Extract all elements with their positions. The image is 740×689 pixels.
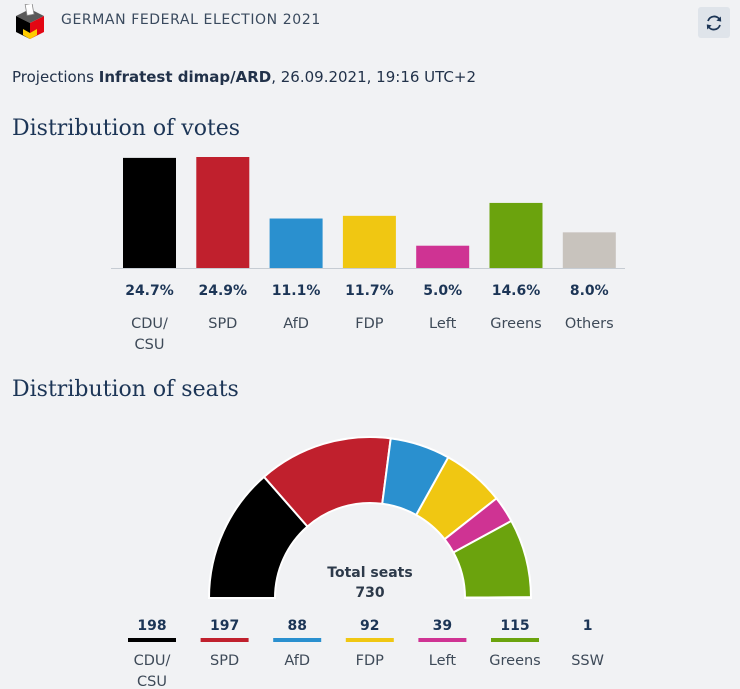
seat-count-greens: 115 xyxy=(500,618,529,634)
vote-value-others: 8.0% xyxy=(570,283,609,299)
seat-label-cducsu: CDU/ xyxy=(134,653,171,669)
votes-chart-title: Distribution of votes xyxy=(12,116,241,141)
seat-count-left: 39 xyxy=(433,618,452,634)
seat-legend-bar-fdp xyxy=(345,638,394,642)
seat-label-left: Left xyxy=(429,653,457,669)
ballot-box-icon xyxy=(16,4,44,39)
vote-label-left: Left xyxy=(429,316,457,332)
seat-legend-bar-left xyxy=(418,638,467,642)
seat-label-cducsu: CSU xyxy=(137,674,167,689)
vote-bar-spd xyxy=(196,157,250,268)
vote-bar-greens xyxy=(489,202,543,268)
vote-bar-cducsu xyxy=(123,157,176,268)
seat-legend-bar-greens xyxy=(491,638,539,642)
vote-value-left: 5.0% xyxy=(423,283,462,299)
vote-value-fdp: 11.7% xyxy=(345,283,394,299)
seat-label-afd: AfD xyxy=(284,653,310,669)
vote-value-afd: 11.1% xyxy=(272,283,321,299)
seat-count-afd: 88 xyxy=(287,618,306,634)
header-title: GERMAN FEDERAL ELECTION 2021 xyxy=(61,12,321,28)
refresh-button[interactable] xyxy=(698,7,730,38)
vote-bar-afd xyxy=(269,218,323,268)
projection-info: Projections Infratest dimap/ARD, 26.09.2… xyxy=(12,68,476,86)
total-seats-value: 730 xyxy=(355,585,384,601)
seat-legend-bar-cducsu xyxy=(128,638,176,642)
vote-label-fdp: FDP xyxy=(355,316,384,332)
total-seats-label: Total seats xyxy=(327,565,412,581)
seat-label-greens: Greens xyxy=(489,653,540,669)
seat-count-spd: 197 xyxy=(210,618,239,634)
vote-bar-fdp xyxy=(342,215,396,268)
vote-label-greens: Greens xyxy=(490,316,541,332)
seat-count-fdp: 92 xyxy=(360,618,379,634)
seat-label-spd: SPD xyxy=(210,653,239,669)
projection-prefix: Projections xyxy=(12,68,94,86)
refresh-icon xyxy=(706,15,722,30)
vote-label-spd: SPD xyxy=(208,316,237,332)
seat-legend-bar-spd xyxy=(200,638,249,642)
seat-label-fdp: FDP xyxy=(356,653,385,669)
vote-label-cducsu: CSU xyxy=(135,337,165,353)
seat-segment-ssw xyxy=(463,596,533,599)
seat-legend-bar-afd xyxy=(273,638,322,642)
vote-value-greens: 14.6% xyxy=(492,283,541,299)
vote-value-cducsu: 24.7% xyxy=(125,283,174,299)
seat-count-cducsu: 198 xyxy=(137,618,166,634)
vote-bar-left xyxy=(416,245,470,268)
vote-label-cducsu: CDU/ xyxy=(131,316,168,332)
projection-datetime: , 26.09.2021, 19:16 UTC+2 xyxy=(271,68,477,86)
projection-source: Infratest dimap/ARD xyxy=(98,68,272,86)
seat-count-ssw: 1 xyxy=(583,618,593,634)
vote-label-afd: AfD xyxy=(283,316,309,332)
header: GERMAN FEDERAL ELECTION 2021 xyxy=(0,0,740,44)
vote-label-others: Others xyxy=(565,316,614,332)
seat-label-ssw: SSW xyxy=(571,653,604,669)
vote-bar-others xyxy=(562,232,616,268)
vote-value-spd: 24.9% xyxy=(199,283,248,299)
seats-chart-title: Distribution of seats xyxy=(12,377,239,402)
